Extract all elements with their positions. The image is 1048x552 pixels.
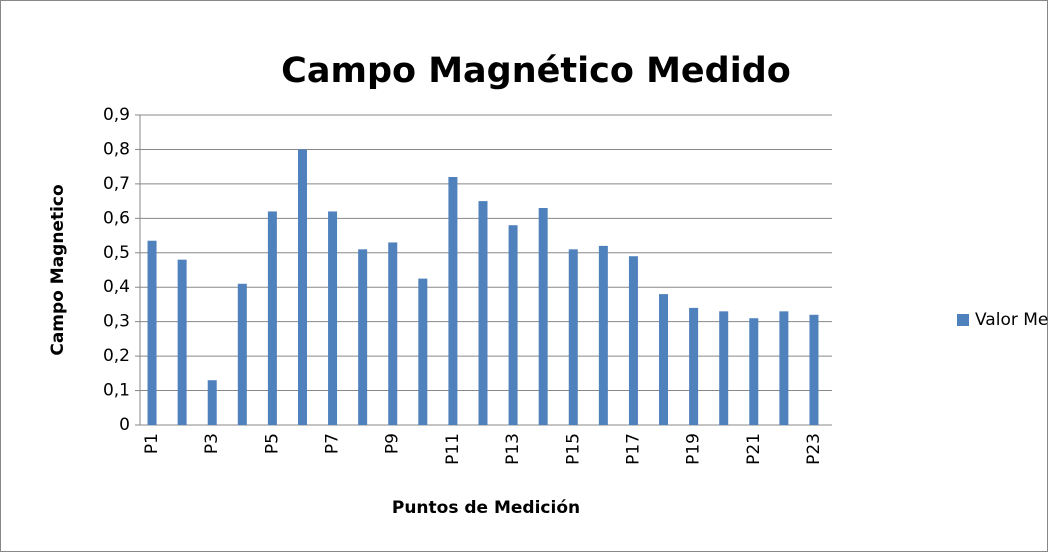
x-axis-label: Puntos de Medición <box>392 498 580 518</box>
bar <box>538 208 548 425</box>
x-tick-label: P5 <box>262 433 282 454</box>
bar <box>508 225 518 425</box>
y-tick-label: 0,7 <box>103 174 130 194</box>
bar <box>659 294 669 425</box>
x-tick-label: P15 <box>563 433 583 465</box>
bar <box>628 256 638 425</box>
bar <box>177 259 187 425</box>
x-tick-label: P21 <box>744 433 764 465</box>
bar <box>147 240 157 425</box>
legend-swatch <box>957 314 969 326</box>
x-tick-label: P3 <box>202 433 222 454</box>
y-tick-label: 0,5 <box>103 243 130 263</box>
x-tick-label: P9 <box>383 433 403 454</box>
bar <box>598 245 608 425</box>
y-tick-label: 0,1 <box>103 381 130 401</box>
y-tick-label: 0,9 <box>103 105 130 125</box>
x-tick-label: P19 <box>684 433 704 465</box>
bar <box>689 307 699 425</box>
y-tick-label: 0 <box>119 415 130 435</box>
y-tick-label: 0,4 <box>103 277 130 297</box>
bar <box>237 283 247 425</box>
y-axis-label: Campo Magnetico <box>48 184 68 355</box>
x-tick-label: P23 <box>804 433 824 465</box>
bar <box>297 149 307 425</box>
y-tick-label: 0,3 <box>103 312 130 332</box>
y-tick-label: 0,8 <box>103 139 130 159</box>
x-tick-label: P13 <box>503 433 523 465</box>
bar <box>448 177 458 425</box>
y-tick-label: 0,2 <box>103 346 130 366</box>
x-tick-label: P1 <box>142 433 162 454</box>
bar <box>568 249 578 425</box>
bar <box>749 318 759 425</box>
x-tick-label: P17 <box>623 433 643 465</box>
chart-title: Campo Magnético Medido <box>281 51 791 91</box>
bar <box>809 314 819 425</box>
bar <box>779 311 789 425</box>
bar <box>358 249 368 425</box>
x-tick-label: P11 <box>443 433 463 465</box>
bar <box>418 278 428 425</box>
bar <box>719 311 729 425</box>
bar <box>267 211 277 425</box>
bar <box>388 242 398 425</box>
x-tick-label: P7 <box>323 433 343 454</box>
bar <box>328 211 338 425</box>
y-tick-label: 0,6 <box>103 208 130 228</box>
bar <box>478 201 488 425</box>
bar <box>207 380 217 425</box>
legend-label: Valor Medido <box>975 310 1048 330</box>
